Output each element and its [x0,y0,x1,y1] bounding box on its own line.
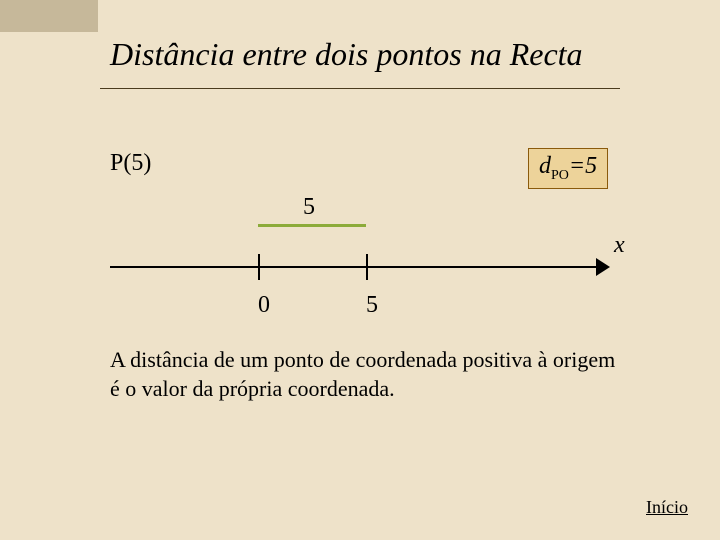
title-rule [100,88,620,89]
distance-prefix: d [539,153,551,179]
displacement-value: 5 [303,194,315,221]
tick-label-5: 5 [366,292,378,319]
inicio-link[interactable]: Início [646,497,688,518]
page-title: Distância entre dois pontos na Recta [110,36,610,73]
tick-0 [258,254,260,280]
axis-label: x [614,232,625,259]
displacement-brace [258,224,366,227]
corner-strip [0,0,98,32]
point-label: P(5) [110,150,151,177]
number-line-arrow [596,258,610,276]
tick-label-0: 0 [258,292,270,319]
distance-box: dPO=5 [528,148,608,189]
body-text: A distância de um ponto de coordenada po… [110,346,620,403]
distance-sub: PO [551,168,569,183]
distance-suffix: =5 [569,153,597,179]
tick-5 [366,254,368,280]
number-line [110,266,600,268]
